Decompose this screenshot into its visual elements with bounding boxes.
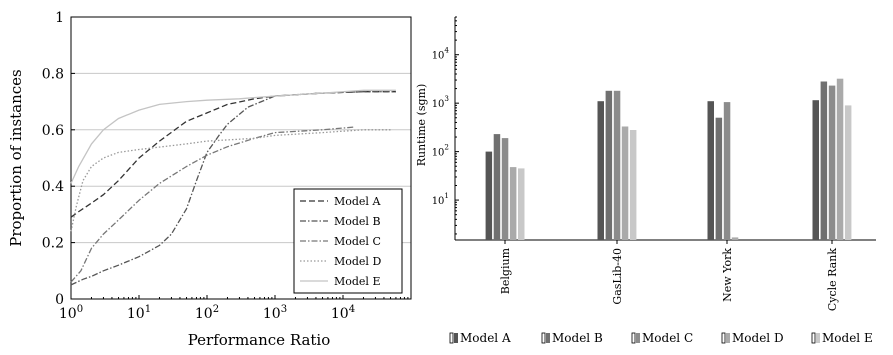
x-tick-label: 101 — [127, 304, 151, 322]
bar — [828, 85, 836, 240]
series-line — [70, 129, 391, 232]
x-tick-label: 104 — [331, 304, 355, 322]
legend-label: Model B — [552, 331, 603, 345]
legend-label: Model D — [334, 255, 381, 268]
legend-swatch — [454, 333, 458, 343]
bar — [605, 90, 613, 240]
legend-label: Model C — [642, 331, 693, 345]
legend-swatch-outline — [721, 332, 726, 344]
x-axis-title: Performance Ratio — [188, 331, 331, 349]
legend: Model A Model B Model C Model D Model E — [293, 188, 403, 294]
category-label: New York — [721, 248, 734, 302]
x-tick-label: 103 — [263, 304, 287, 322]
y-tick-label: 0.2 — [42, 236, 64, 252]
bar — [723, 102, 731, 240]
y-tick-label: 102 — [432, 143, 449, 159]
y-axis-title: Runtime (sgm) — [415, 84, 428, 167]
legend-label: Model D — [732, 331, 784, 345]
legend-label: Model E — [822, 331, 873, 345]
bar — [501, 138, 509, 240]
legend-label: Model E — [334, 275, 380, 288]
series-line — [70, 126, 356, 283]
bar — [820, 81, 828, 240]
x-tick-label: 100 — [59, 304, 83, 322]
bar — [629, 130, 637, 240]
bar — [844, 105, 852, 241]
legend-swatch — [726, 333, 730, 343]
legend-swatch — [816, 333, 820, 343]
x-tick-label: 102 — [195, 304, 219, 322]
legend-label: Model B — [334, 215, 381, 228]
y-axis-title: Proportion of instances — [7, 69, 25, 247]
bar — [509, 167, 517, 240]
bar — [518, 168, 525, 240]
right-chart: 101 102 103 104 Runtime (sgm) Belgium GasLib-4… — [415, 16, 876, 345]
category-label: Belgium — [499, 247, 512, 294]
bar — [493, 134, 501, 240]
legend-swatch — [636, 333, 640, 343]
bar-legend: Model A Model B Model C Model D Model E — [449, 331, 873, 345]
y-tick-label: 0.4 — [42, 179, 64, 195]
y-tick-label: 0.8 — [42, 66, 64, 82]
legend-label: Model A — [334, 195, 381, 208]
y-tick-label: 0 — [55, 292, 64, 308]
bar — [707, 101, 714, 240]
category-label: Cycle Rank — [826, 248, 839, 311]
bar — [621, 126, 629, 240]
bar — [485, 151, 493, 240]
bar — [812, 100, 819, 240]
y-tick-label: 104 — [432, 46, 450, 62]
y-tick-label: 103 — [432, 94, 450, 110]
bar — [731, 237, 739, 240]
legend-swatch-outline — [541, 332, 546, 344]
y-tick-label: 101 — [432, 191, 449, 207]
category-label: GasLib-40 — [611, 248, 624, 305]
legend-label: Model A — [460, 331, 511, 345]
bar — [597, 101, 604, 240]
series-line — [70, 89, 396, 184]
legend-swatch-outline — [449, 332, 454, 344]
bar — [836, 78, 844, 240]
plot-frame — [70, 16, 412, 300]
y-tick-label: 1 — [55, 10, 64, 26]
bar — [613, 90, 621, 240]
left-chart: 0 0.2 0.4 0.6 0.8 1 100 101 102 103 104Performance… — [7, 10, 412, 349]
y-tick-label: 0.6 — [42, 123, 64, 139]
legend-label: Model C — [334, 235, 381, 248]
legend-swatch — [546, 333, 550, 343]
legend-swatch-outline — [811, 332, 816, 344]
bar — [715, 117, 723, 240]
legend-swatch-outline — [631, 332, 636, 344]
